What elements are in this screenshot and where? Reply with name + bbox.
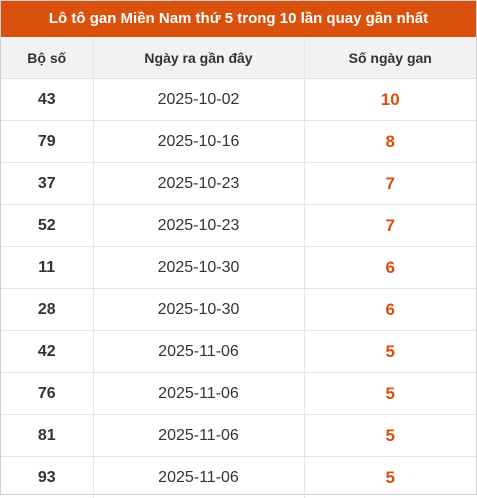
cell-date: 2025-11-06	[93, 373, 304, 415]
cell-date: 2025-11-06	[93, 457, 304, 498]
table-header-row: Bộ số Ngày ra gần đây Số ngày gan	[1, 37, 476, 79]
header-number: Bộ số	[1, 37, 93, 79]
cell-number: 37	[1, 163, 93, 205]
cell-date: 2025-10-02	[93, 79, 304, 121]
cell-number: 28	[1, 289, 93, 331]
cell-days: 5	[304, 331, 476, 373]
table-row: 93 2025-11-06 5	[1, 457, 476, 498]
cell-number: 43	[1, 79, 93, 121]
table-row: 52 2025-10-23 7	[1, 205, 476, 247]
cell-days: 7	[304, 205, 476, 247]
cell-days: 6	[304, 289, 476, 331]
cell-date: 2025-10-23	[93, 205, 304, 247]
cell-number: 76	[1, 373, 93, 415]
cell-number: 52	[1, 205, 93, 247]
cell-days: 5	[304, 415, 476, 457]
cell-date: 2025-11-06	[93, 415, 304, 457]
header-last-date: Ngày ra gần đây	[93, 37, 304, 79]
cell-number: 79	[1, 121, 93, 163]
cell-number: 42	[1, 331, 93, 373]
table-row: 28 2025-10-30 6	[1, 289, 476, 331]
cell-days: 8	[304, 121, 476, 163]
panel-title: Lô tô gan Miền Nam thứ 5 trong 10 lần qu…	[1, 1, 476, 37]
cell-days: 10	[304, 79, 476, 121]
cell-date: 2025-10-30	[93, 289, 304, 331]
table-row: 76 2025-11-06 5	[1, 373, 476, 415]
header-gan-days: Số ngày gan	[304, 37, 476, 79]
table-row: 79 2025-10-16 8	[1, 121, 476, 163]
table-row: 43 2025-10-02 10	[1, 79, 476, 121]
cell-date: 2025-10-23	[93, 163, 304, 205]
cell-date: 2025-11-06	[93, 331, 304, 373]
cell-date: 2025-10-30	[93, 247, 304, 289]
cell-days: 5	[304, 373, 476, 415]
cell-number: 81	[1, 415, 93, 457]
cell-days: 7	[304, 163, 476, 205]
table-row: 42 2025-11-06 5	[1, 331, 476, 373]
table-row: 11 2025-10-30 6	[1, 247, 476, 289]
table-row: 81 2025-11-06 5	[1, 415, 476, 457]
cell-days: 5	[304, 457, 476, 498]
lo-gan-table: Bộ số Ngày ra gần đây Số ngày gan 43 202…	[1, 37, 476, 498]
cell-number: 11	[1, 247, 93, 289]
cell-date: 2025-10-16	[93, 121, 304, 163]
cell-days: 6	[304, 247, 476, 289]
table-row: 37 2025-10-23 7	[1, 163, 476, 205]
cell-number: 93	[1, 457, 93, 498]
